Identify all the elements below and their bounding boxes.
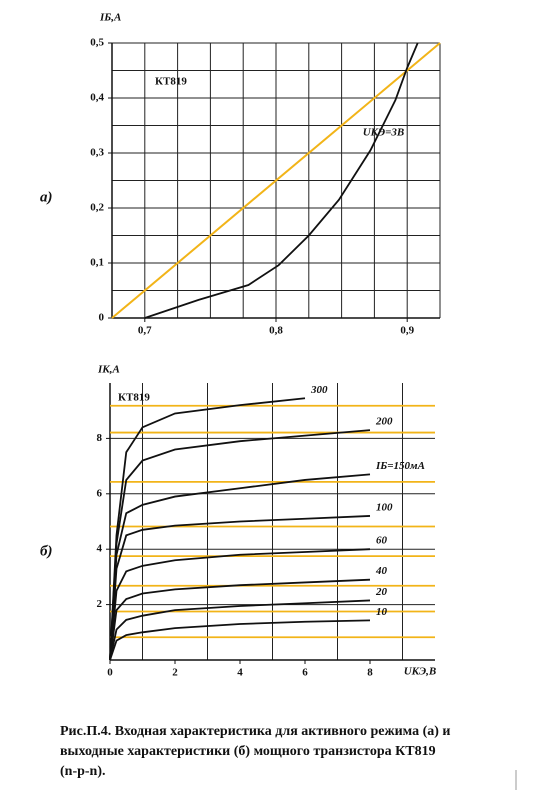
y-axis-label: IБ,А — [99, 12, 121, 24]
series-label: 40 — [375, 565, 388, 577]
series-line — [109, 397, 306, 661]
y-tick-label: 0,5 — [90, 37, 104, 49]
y-tick-label: 2 — [97, 598, 103, 610]
series-label: UКЭ=3В — [363, 127, 405, 139]
series-line — [109, 548, 371, 661]
series-line — [109, 429, 371, 661]
y-tick-label: 0,3 — [90, 147, 104, 159]
x-tick-label: 0,9 — [400, 325, 414, 337]
panel-label: б) — [40, 543, 52, 559]
series-line — [144, 42, 419, 319]
series-label: 100 — [376, 501, 393, 513]
y-axis-label: IК,А — [97, 364, 120, 376]
series-label: 200 — [375, 416, 393, 428]
series-label: 20 — [375, 586, 388, 598]
series-line — [109, 515, 371, 661]
x-axis-label: UКЭ,В — [404, 666, 437, 678]
caption-line: выходные характеристики (б) мощного тран… — [60, 744, 436, 759]
series-line — [111, 42, 441, 319]
series-label: IБ=150мА — [375, 460, 425, 472]
y-tick-label: 0,2 — [90, 202, 104, 214]
annotation: КТ819 — [155, 76, 187, 88]
series-label: 300 — [310, 384, 328, 396]
y-tick-label: 0,1 — [90, 257, 104, 269]
series-label: 60 — [376, 535, 388, 547]
caption-line: Рис.П.4. Входная характеристика для акти… — [60, 724, 451, 739]
x-tick-label: 0 — [107, 667, 113, 679]
panel-label: а) — [40, 189, 53, 205]
annotation: КТ819 — [118, 392, 150, 404]
y-tick-label: 4 — [97, 543, 103, 555]
x-tick-label: 4 — [237, 667, 243, 679]
x-tick-label: 2 — [172, 667, 178, 679]
series-line — [109, 578, 371, 661]
y-tick-label: 6 — [97, 487, 103, 499]
series-line — [109, 599, 371, 661]
caption-line: (n-p-n). — [60, 764, 106, 779]
y-tick-label: 0,4 — [90, 92, 104, 104]
y-tick-label: 8 — [97, 432, 103, 444]
x-tick-label: 0,8 — [269, 325, 283, 337]
series-label: 10 — [376, 606, 388, 618]
x-tick-label: 0,7 — [138, 325, 152, 337]
y-tick-label: 0 — [99, 312, 105, 324]
series-line — [109, 619, 371, 661]
x-tick-label: 6 — [302, 667, 308, 679]
series-line — [109, 473, 371, 661]
x-tick-label: 8 — [367, 667, 373, 679]
